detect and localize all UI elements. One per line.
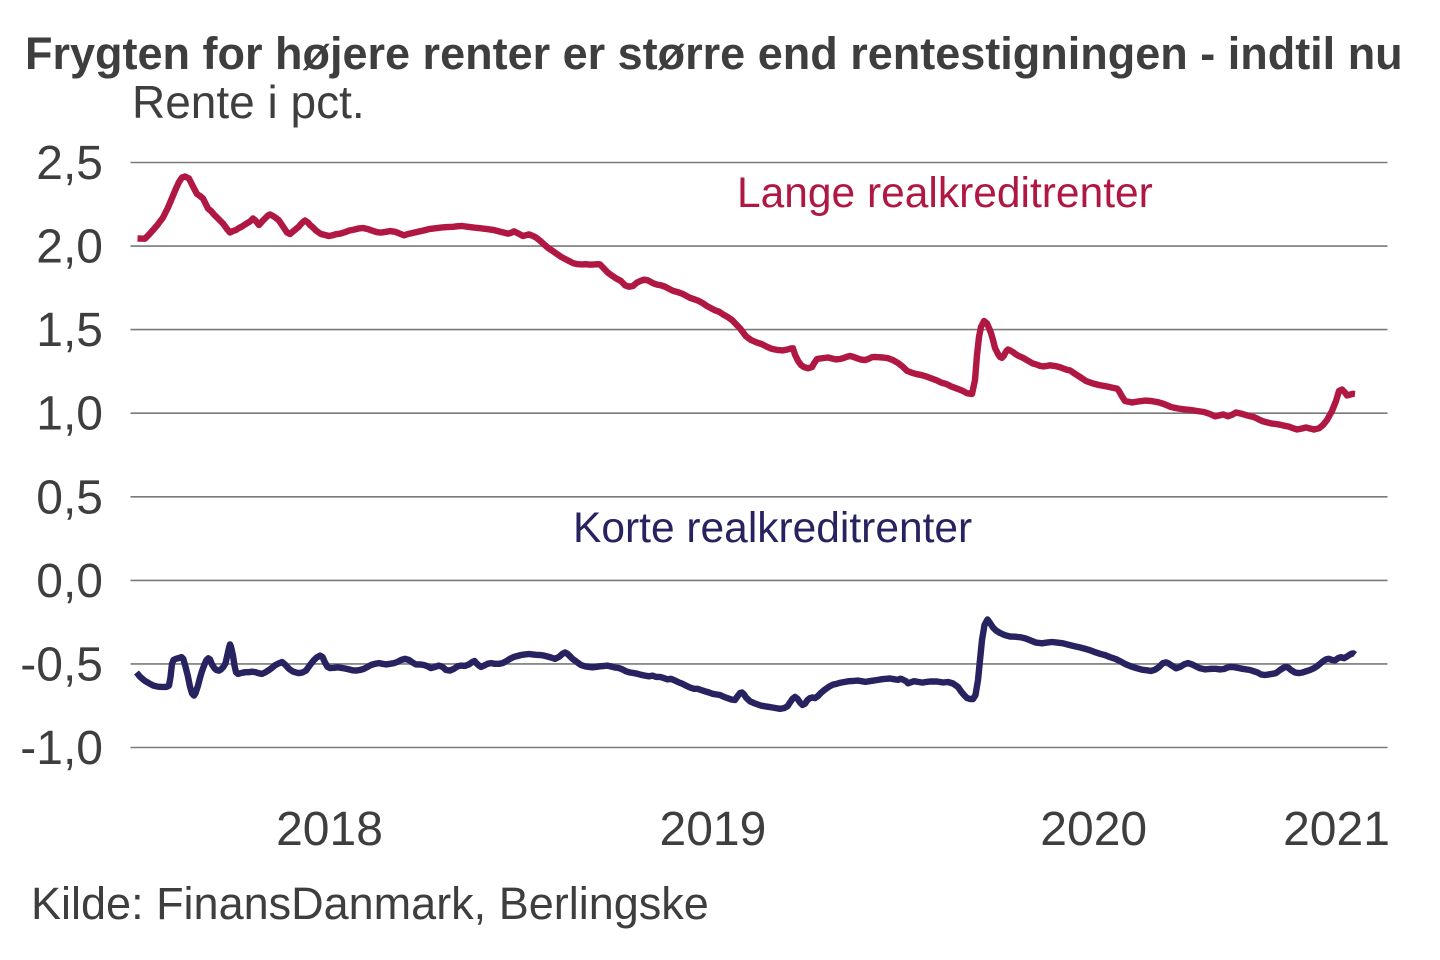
svg-text:0,0: 0,0: [36, 555, 103, 608]
svg-text:-0,5: -0,5: [20, 638, 103, 691]
svg-text:2,0: 2,0: [36, 221, 103, 274]
svg-text:2,5: 2,5: [36, 137, 103, 190]
svg-text:Lange realkreditrenter: Lange realkreditrenter: [737, 170, 1153, 217]
svg-text:1,0: 1,0: [36, 388, 103, 441]
svg-text:Kilde: FinansDanmark, Berlings: Kilde: FinansDanmark, Berlingske: [31, 878, 709, 929]
svg-text:Rente i pct.: Rente i pct.: [132, 76, 365, 128]
svg-text:2020: 2020: [1040, 803, 1147, 856]
svg-text:Korte realkreditrenter: Korte realkreditrenter: [573, 505, 972, 552]
svg-text:2018: 2018: [276, 803, 383, 856]
svg-text:1,5: 1,5: [36, 304, 103, 357]
svg-text:2019: 2019: [660, 803, 767, 856]
svg-text:Frygten for højere renter er s: Frygten for højere renter er større end …: [25, 28, 1403, 79]
svg-text:2021: 2021: [1283, 803, 1390, 856]
svg-text:0,5: 0,5: [36, 471, 103, 524]
svg-text:-1,0: -1,0: [20, 722, 103, 775]
